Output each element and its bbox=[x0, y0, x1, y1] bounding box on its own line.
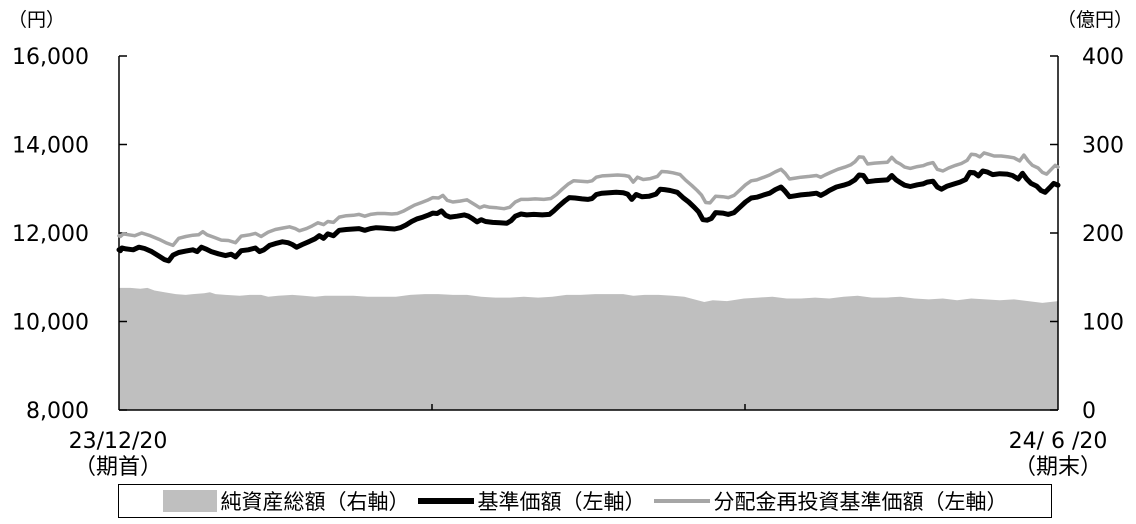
net-assets-area-layer bbox=[119, 287, 1058, 410]
right-tick-label: 300 bbox=[1082, 134, 1124, 159]
legend-swatch-reinvested bbox=[653, 499, 710, 503]
net-assets-area bbox=[119, 287, 1058, 410]
reinvested-line bbox=[117, 151, 1060, 248]
chart: 8,000 10,000 12,000 14,000 16,000 0 100 200 300 4… bbox=[8, 9, 1133, 480]
x-end-date: 24/ 6 /20 bbox=[1009, 429, 1108, 454]
left-axis-unit: （円） bbox=[8, 9, 65, 31]
legend-label-nav: 基準価額（左軸） bbox=[477, 490, 646, 514]
legend-item-reinvested: 分配金再投資基準価額（左軸） bbox=[653, 486, 1008, 516]
legend-swatch-nav bbox=[417, 498, 474, 504]
lines-layer bbox=[116, 151, 1061, 264]
left-tick-label: 10,000 bbox=[12, 311, 89, 336]
left-tick-label: 16,000 bbox=[12, 45, 89, 70]
right-tick-label: 400 bbox=[1082, 45, 1124, 70]
right-tick-label: 0 bbox=[1082, 399, 1096, 424]
legend-label-net-assets: 純資産総額（右軸） bbox=[220, 490, 410, 514]
legend-item-nav: 基準価額（左軸） bbox=[417, 486, 646, 516]
left-tick-label: 12,000 bbox=[12, 222, 89, 247]
x-start-note: （期首） bbox=[74, 455, 162, 480]
x-end-note: （期末） bbox=[1014, 455, 1102, 480]
legend: 純資産総額（右軸） 基準価額（左軸） 分配金再投資基準価額（左軸） bbox=[118, 484, 1052, 518]
legend-item-net-assets: 純資産総額（右軸） bbox=[162, 486, 410, 516]
legend-swatch-net-assets bbox=[162, 490, 217, 512]
left-tick-label: 8,000 bbox=[26, 399, 89, 424]
x-start-date: 23/12/20 bbox=[69, 429, 168, 454]
labels: （円） （億円） 23/12/20 （期首） 24/ 6 /20 （期末） bbox=[8, 9, 1133, 480]
left-tick-label: 14,000 bbox=[12, 134, 89, 159]
right-axis-unit: （億円） bbox=[1057, 9, 1133, 31]
axes: 8,000 10,000 12,000 14,000 16,000 0 100 200 300 4… bbox=[12, 45, 1124, 424]
right-tick-label: 200 bbox=[1082, 222, 1124, 247]
right-tick-label: 100 bbox=[1082, 311, 1124, 336]
nav-line bbox=[116, 168, 1061, 264]
legend-label-reinvested: 分配金再投資基準価額（左軸） bbox=[713, 490, 1008, 514]
